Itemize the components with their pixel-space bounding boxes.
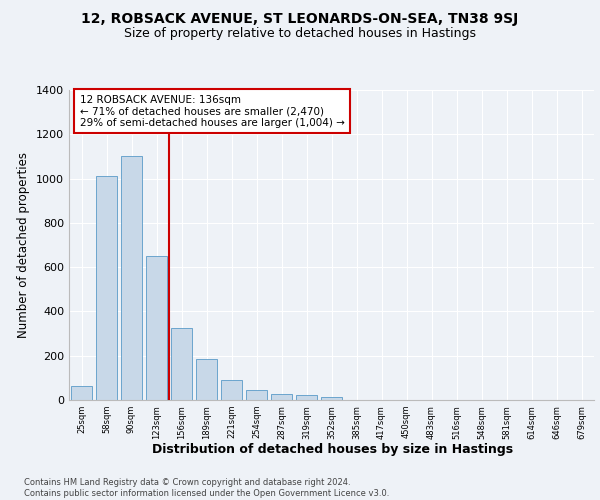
Bar xyxy=(96,176,117,400)
Bar xyxy=(271,394,292,400)
Bar xyxy=(146,256,167,400)
Bar xyxy=(246,390,267,400)
Bar xyxy=(221,380,242,400)
Text: 12 ROBSACK AVENUE: 136sqm
← 71% of detached houses are smaller (2,470)
29% of se: 12 ROBSACK AVENUE: 136sqm ← 71% of detac… xyxy=(79,94,344,128)
Y-axis label: Number of detached properties: Number of detached properties xyxy=(17,152,31,338)
Text: Distribution of detached houses by size in Hastings: Distribution of detached houses by size … xyxy=(152,442,514,456)
Text: 12, ROBSACK AVENUE, ST LEONARDS-ON-SEA, TN38 9SJ: 12, ROBSACK AVENUE, ST LEONARDS-ON-SEA, … xyxy=(82,12,518,26)
Bar xyxy=(171,328,192,400)
Text: Contains HM Land Registry data © Crown copyright and database right 2024.
Contai: Contains HM Land Registry data © Crown c… xyxy=(24,478,389,498)
Bar xyxy=(196,359,217,400)
Bar xyxy=(71,386,92,400)
Bar xyxy=(321,396,342,400)
Text: Size of property relative to detached houses in Hastings: Size of property relative to detached ho… xyxy=(124,28,476,40)
Bar xyxy=(121,156,142,400)
Bar xyxy=(296,395,317,400)
